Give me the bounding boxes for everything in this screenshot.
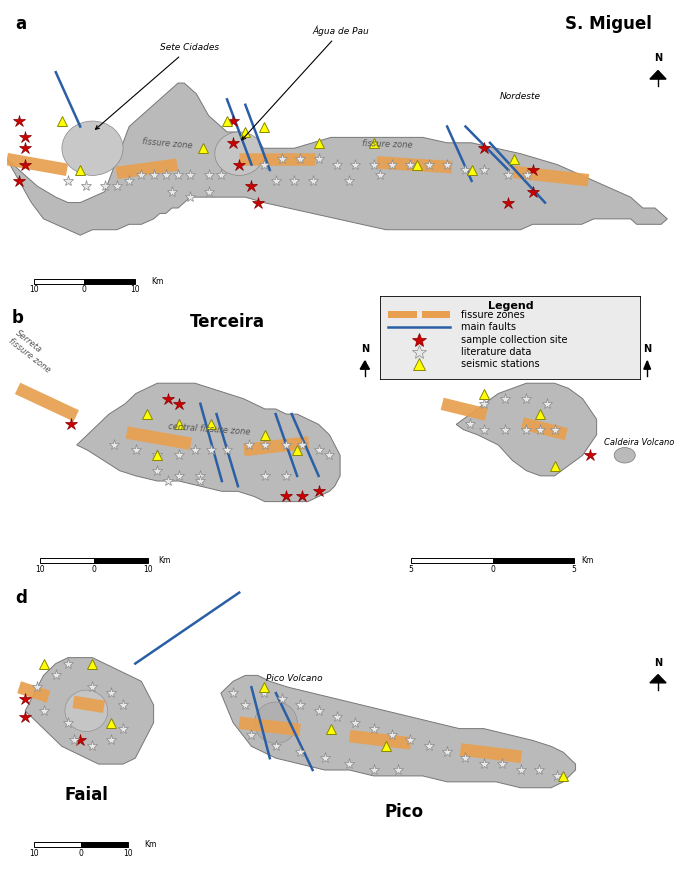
Text: Km: Km xyxy=(145,841,157,849)
Circle shape xyxy=(65,690,108,732)
Text: Km: Km xyxy=(158,556,170,565)
Text: literature data: literature data xyxy=(461,347,532,357)
Text: 10: 10 xyxy=(29,848,38,858)
Bar xyxy=(411,558,493,563)
Bar xyxy=(422,311,451,318)
Text: Pico Volcano: Pico Volcano xyxy=(266,674,323,684)
Polygon shape xyxy=(456,383,597,476)
Text: d: d xyxy=(15,589,27,607)
Text: S. Miguel: S. Miguel xyxy=(565,16,652,33)
Text: Serreta
fissure zone: Serreta fissure zone xyxy=(7,329,59,375)
Text: 5: 5 xyxy=(572,564,577,574)
Text: a: a xyxy=(15,16,26,33)
Text: Km: Km xyxy=(151,276,164,286)
Polygon shape xyxy=(221,676,575,787)
Text: 10: 10 xyxy=(130,285,140,294)
Circle shape xyxy=(255,702,297,744)
Bar xyxy=(81,842,128,848)
Text: 0: 0 xyxy=(92,564,97,574)
Text: sample collection site: sample collection site xyxy=(461,335,567,344)
Bar xyxy=(493,558,574,563)
Polygon shape xyxy=(77,383,340,501)
Text: Pico: Pico xyxy=(385,803,424,821)
Text: 5: 5 xyxy=(409,564,414,574)
Text: N: N xyxy=(654,657,662,668)
Text: 0: 0 xyxy=(78,848,84,858)
Text: b: b xyxy=(12,309,23,327)
Text: Terceira: Terceira xyxy=(190,312,264,330)
Polygon shape xyxy=(25,657,153,764)
Text: fissure zones: fissure zones xyxy=(461,310,525,320)
Text: N: N xyxy=(643,344,651,354)
Text: N: N xyxy=(654,53,662,64)
Bar xyxy=(40,558,94,563)
Text: Água de Pau: Água de Pau xyxy=(242,25,369,140)
Polygon shape xyxy=(360,361,369,369)
Bar xyxy=(34,279,84,284)
Bar xyxy=(94,558,148,563)
Text: 10: 10 xyxy=(29,285,38,294)
Circle shape xyxy=(62,121,123,175)
Polygon shape xyxy=(644,361,651,369)
Circle shape xyxy=(614,447,635,463)
Text: main faults: main faults xyxy=(461,322,516,332)
Text: 10: 10 xyxy=(123,848,133,858)
Text: 0: 0 xyxy=(490,564,495,574)
Bar xyxy=(34,842,81,848)
Text: N: N xyxy=(361,344,369,354)
Text: central fissure zone: central fissure zone xyxy=(168,422,251,437)
Polygon shape xyxy=(650,675,666,683)
Bar xyxy=(84,279,135,284)
Polygon shape xyxy=(650,71,666,79)
Text: 10: 10 xyxy=(143,564,153,574)
Text: Sete Cidades: Sete Cidades xyxy=(95,44,219,129)
Text: seismic stations: seismic stations xyxy=(461,359,540,370)
Text: fissure zone: fissure zone xyxy=(362,140,412,150)
Text: Km: Km xyxy=(581,556,594,565)
Text: 0: 0 xyxy=(82,285,86,294)
Text: Faial: Faial xyxy=(64,786,108,804)
Text: c: c xyxy=(403,309,413,327)
Text: fissure zone: fissure zone xyxy=(141,137,192,150)
Bar xyxy=(388,311,416,318)
Polygon shape xyxy=(7,83,667,235)
Text: Graciosa: Graciosa xyxy=(556,323,637,341)
Text: Caldeira Volcano: Caldeira Volcano xyxy=(603,438,674,447)
Text: Nordeste: Nordeste xyxy=(500,92,541,101)
Text: Legend: Legend xyxy=(488,301,533,310)
Circle shape xyxy=(215,132,264,175)
Text: 10: 10 xyxy=(35,564,45,574)
